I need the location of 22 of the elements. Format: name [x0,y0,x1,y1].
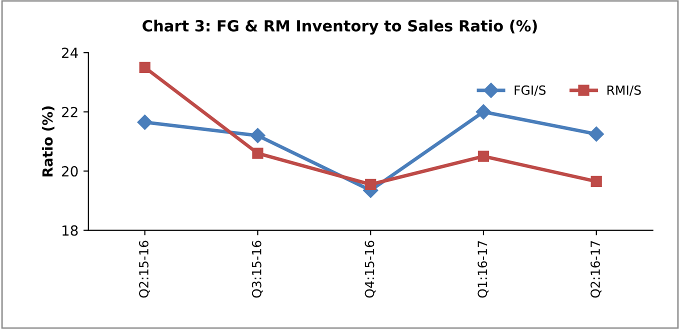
point [478,150,490,162]
y-tick-label: 18 [62,225,78,236]
point [365,178,376,190]
chart-title: Chart 3: FG & RM Inventory to Sales Ratio (%) [142,20,537,35]
x-tick-label: Q2:15-16 [139,240,150,298]
x-tick-label: Q1:16-17 [478,241,489,298]
point [250,128,266,144]
legend-label: FGI/S [514,85,546,96]
x-tick-label: Q4:15-16 [364,240,376,298]
y-axis-title: Ratio (%) [42,106,54,176]
point [139,62,150,73]
y-tick-label: 22 [62,106,78,118]
x-tick-label: Q2:16-17 [590,241,602,298]
y-tick-label: 24 [62,48,78,58]
legend-label: RMI/S [607,85,641,96]
y-tick-label: 20 [62,166,78,177]
point [137,114,152,130]
point [476,104,492,120]
point [588,126,604,142]
point [252,148,264,159]
x-tick-label: Q3:15-16 [252,240,263,298]
point [590,176,602,187]
